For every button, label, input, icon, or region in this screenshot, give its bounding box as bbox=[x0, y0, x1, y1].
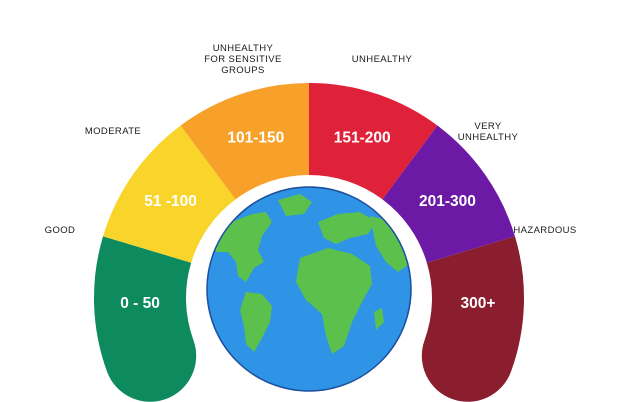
earth-globe bbox=[206, 186, 412, 392]
globe-land-south-america bbox=[240, 292, 272, 352]
aqi-segment-2 bbox=[103, 125, 236, 263]
aqi-arc: 0 - 50 51 -100 101-150 151-200 201-300 300+ bbox=[94, 83, 524, 402]
aqi-segment-5 bbox=[382, 125, 515, 263]
aqi-category-label-3: UNHEALTHY FOR SENSITIVE GROUPS bbox=[204, 43, 282, 76]
aqi-segment-4 bbox=[309, 83, 438, 200]
globe-land-greenland bbox=[278, 194, 312, 216]
aqi-category-label-6: HAZARDOUS bbox=[513, 225, 577, 236]
globe-outline bbox=[206, 186, 412, 392]
aqi-range-label-2: 51 -100 bbox=[144, 193, 197, 210]
aqi-category-label-1: GOOD bbox=[44, 225, 76, 236]
aqi-range-label-6: 300+ bbox=[460, 295, 495, 312]
globe-land-africa bbox=[296, 248, 372, 354]
aqi-category-label-4: UNHEALTHY bbox=[351, 54, 413, 65]
aqi-range-label-3: 101-150 bbox=[227, 130, 284, 147]
aqi-segment-3 bbox=[180, 83, 309, 200]
aqi-segment-1 bbox=[94, 236, 197, 402]
aqi-category-label-2: MODERATE bbox=[84, 126, 142, 137]
aqi-range-label-5: 201-300 bbox=[419, 193, 476, 210]
aqi-category-label-5: VERY UNHEALTHY bbox=[457, 121, 519, 143]
aqi-range-label-4: 151-200 bbox=[334, 130, 391, 147]
globe-land-europe bbox=[318, 212, 376, 244]
globe-land-madagascar bbox=[374, 308, 384, 330]
aqi-range-label-1: 0 - 50 bbox=[120, 295, 160, 312]
aqi-segment-6 bbox=[421, 236, 524, 402]
